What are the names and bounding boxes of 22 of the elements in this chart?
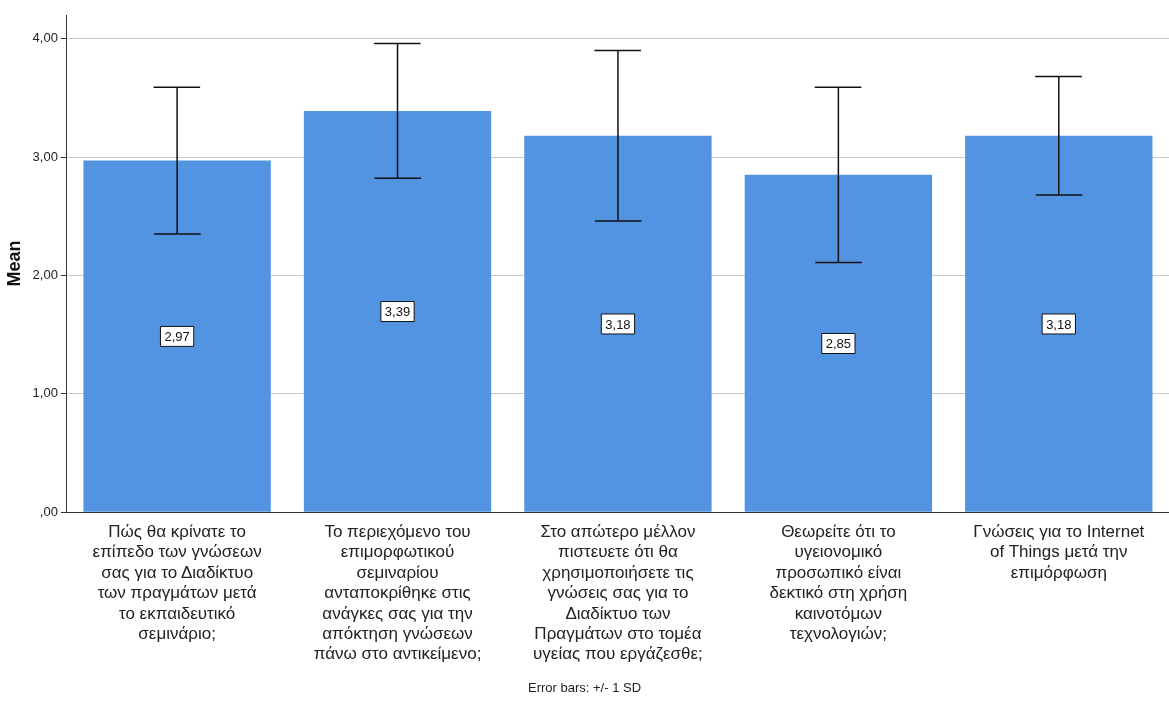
y-axis-title: Mean [3, 240, 24, 287]
x-tick-label: Θεωρείτε ότι το υγειονομικό προσωπικό είναι δεκτικό στη χρήση καινοτόμων τεχνολογιών; [769, 522, 908, 644]
y-tick-label: 4,00 [32, 30, 58, 46]
y-tick-label: 1,00 [32, 385, 58, 401]
text: Error bars: +/- 1 SD [526, 680, 643, 695]
data-label: 3,18 [1046, 316, 1072, 332]
bar [83, 160, 271, 512]
data-label: 2,97 [164, 328, 190, 344]
bar [303, 110, 492, 512]
x-tick-label: Γνώσεις για το Internet of Things μετά την επιμόρφωση [973, 522, 1145, 582]
y-tick-label: 2,00 [32, 267, 58, 283]
bar [965, 135, 1153, 512]
x-tick-label: Πώς θα κρίνατε το επίπεδο των γνώσεων σας για το Διαδίκτυο των πραγμάτων μετά το εκπαιδευτικό σεμινάριο; [92, 522, 262, 644]
bar [744, 174, 933, 512]
data-label: 3,39 [384, 304, 411, 320]
y-tick-label: ,00 [39, 503, 58, 519]
data-label: 2,85 [825, 336, 852, 352]
y-tick-label: 3,00 [32, 148, 58, 164]
data-label: 3,18 [605, 316, 631, 332]
bar [524, 135, 712, 512]
x-tick-label: Το περιεχόμενο του επιμορφωτικού σεμιναρίου ανταποκρίθηκε στις ανάγκες σας για την απόκτηση γνώσεων πάνω στο αντικείμενο; [313, 522, 482, 664]
x-tick-label: Στο απώτερο μέλλον πιστευετε ότι θα χρησιμοποιήσετε τις γνώσεις σας για το Διαδίκτυο των Πραγμάτων στο τομέα υγείας που εργάζεσθε; [533, 522, 703, 664]
